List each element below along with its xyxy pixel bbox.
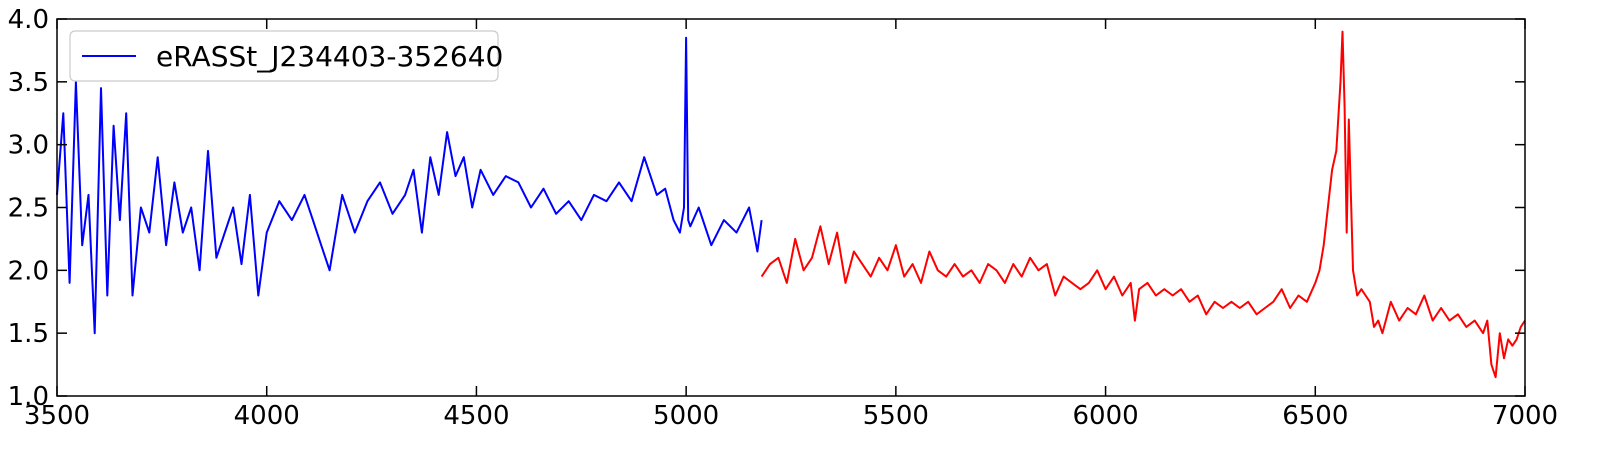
series-line-1: [760, 30, 1526, 379]
x-tick-label: 5000: [653, 401, 719, 431]
legend: eRASSt_J234403-352640: [69, 30, 503, 82]
legend-box: [69, 30, 499, 82]
x-tick-label: 4000: [234, 401, 300, 431]
legend-label: eRASSt_J234403-352640: [156, 40, 503, 73]
x-tick-label: 6000: [1072, 401, 1138, 431]
series-group: [56, 30, 1526, 379]
x-tick-label: 4500: [443, 401, 509, 431]
x-tick-label: 3500: [24, 401, 90, 431]
x-tick-label: 7000: [1492, 401, 1558, 431]
y-tick-label: 3.0: [8, 131, 49, 161]
x-tick-label: 6500: [1282, 401, 1348, 431]
plot-frame: [56, 18, 1526, 397]
y-tick-label: 1.5: [8, 319, 49, 349]
y-tick-label: 2.5: [8, 194, 49, 224]
x-tick-label: 5500: [863, 401, 929, 431]
y-tick-label: 2.0: [8, 256, 49, 286]
y-tick-label: 4.0: [8, 5, 49, 35]
plot-area: [57, 19, 1525, 396]
series-line-0: [56, 36, 763, 335]
y-tick-label: 1.0: [8, 382, 49, 412]
ticks-group: 3500 4000 4500 5000 5500 6000 6500 7000 1.0 1.5 2.…: [8, 5, 1558, 431]
y-tick-label: 3.5: [8, 68, 49, 98]
